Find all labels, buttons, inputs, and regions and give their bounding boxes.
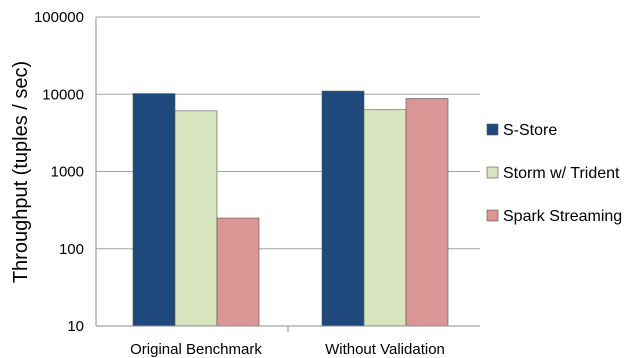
y-tick-label: 10 bbox=[67, 318, 84, 335]
y-axis-label: Throughput (tuples / sec) bbox=[10, 61, 32, 283]
legend-swatch bbox=[486, 123, 499, 136]
bar bbox=[216, 217, 260, 327]
y-tick-label: 10000 bbox=[42, 86, 84, 103]
category-labels: Original Benchmark Without Validation bbox=[130, 341, 445, 358]
bar bbox=[405, 98, 449, 327]
y-tick-label: 1000 bbox=[51, 164, 84, 181]
legend-label: S-Store bbox=[503, 122, 557, 139]
x-category-label: Original Benchmark bbox=[130, 341, 262, 358]
bar bbox=[321, 90, 365, 327]
legend-swatch bbox=[486, 209, 499, 222]
legend-label: Spark Streaming bbox=[503, 208, 622, 225]
bar bbox=[132, 93, 176, 327]
y-tick-label: 100000 bbox=[34, 9, 84, 26]
y-tick-label: 100 bbox=[59, 241, 84, 258]
x-category-label: Without Validation bbox=[325, 341, 445, 358]
bars bbox=[132, 90, 449, 327]
legend: S-Store Storm w/ Trident Spark Streaming bbox=[486, 122, 622, 225]
bar bbox=[174, 110, 218, 327]
y-tick-labels: 100000 10000 1000 100 10 bbox=[34, 9, 84, 335]
legend-label: Storm w/ Trident bbox=[503, 165, 620, 182]
axes bbox=[95, 17, 480, 332]
legend-swatch bbox=[486, 166, 499, 179]
bar bbox=[363, 109, 407, 327]
